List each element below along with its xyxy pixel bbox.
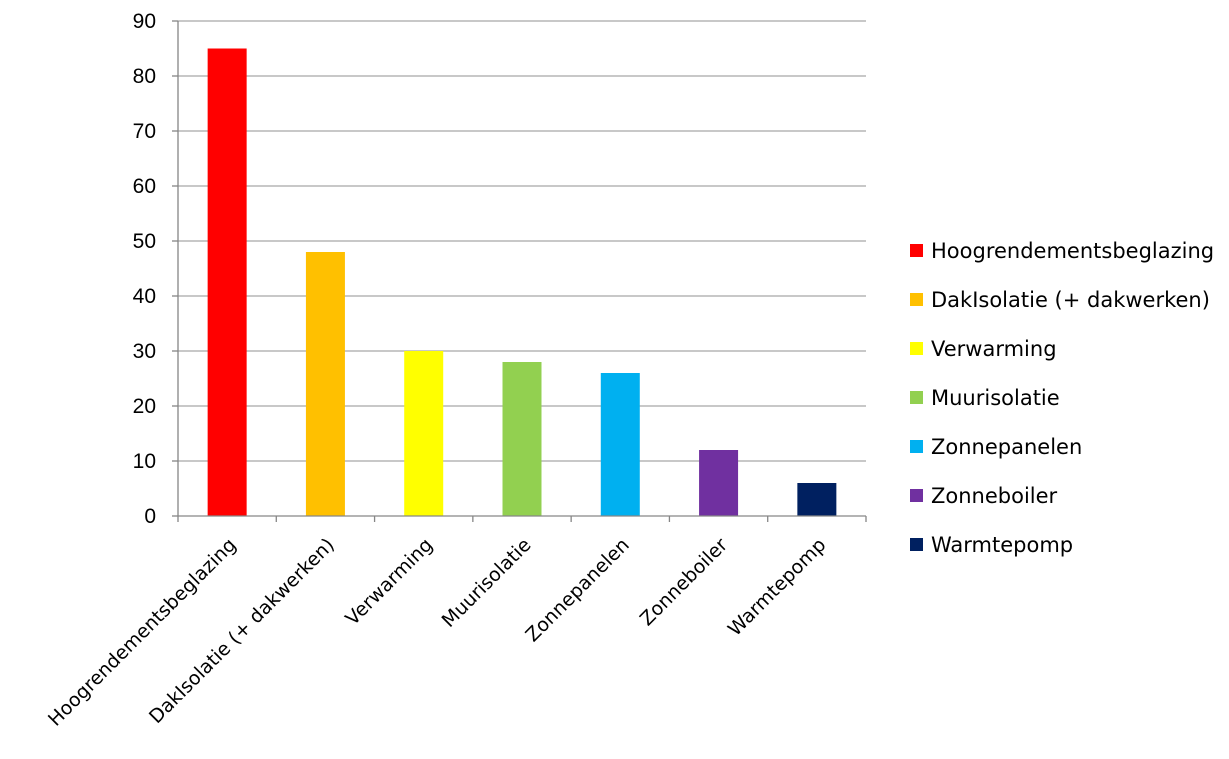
bar-zonneboiler [699, 450, 739, 516]
y-tick-label-30: 30 [133, 340, 156, 363]
legend-label: Zonnepanelen [931, 434, 1083, 459]
legend-swatch [910, 342, 923, 355]
legend-swatch [910, 489, 923, 502]
legend-swatch [910, 244, 923, 257]
x-tick-label-dakisolatie-dakwerken: DakIsolatie (+ dakwerken) [145, 534, 339, 728]
legend-item: Zonnepanelen [910, 422, 1225, 471]
y-tick-label-10: 10 [133, 450, 156, 473]
x-tick-label-verwarming: Verwarming [341, 534, 437, 630]
y-tick-labels: 0 10 20 30 40 50 60 70 80 90 [133, 10, 156, 528]
x-tick-label-hoogrendementsbeglazing: Hoogrendementsbeglazing [44, 534, 241, 731]
y-tick-label-80: 80 [133, 65, 156, 88]
legend-swatch [910, 440, 923, 453]
legend-item: DakIsolatie (+ dakwerken) [910, 275, 1225, 324]
legend-item: Hoogrendementsbeglazing [910, 226, 1225, 275]
axes [172, 20, 867, 522]
legend-label: DakIsolatie (+ dakwerken) [931, 287, 1210, 312]
legend-swatch [910, 293, 923, 306]
bar-muurisolatie [502, 362, 542, 516]
legend-item: Warmtepomp [910, 520, 1225, 569]
legend-label: Warmtepomp [931, 532, 1074, 557]
y-tick-label-50: 50 [133, 230, 156, 253]
legend-label: Hoogrendementsbeglazing [931, 238, 1215, 263]
bar-zonnepanelen [600, 373, 640, 516]
legend-label: Zonneboiler [931, 483, 1058, 508]
x-tick-label-zonneboiler: Zonneboiler [636, 534, 732, 630]
bars [207, 48, 837, 516]
legend: Hoogrendementsbeglazing DakIsolatie (+ da… [910, 226, 1225, 569]
x-tick-label-warmtepomp: Warmtepomp [724, 534, 830, 640]
x-tick-label-zonnepanelen: Zonnepanelen [521, 534, 633, 646]
bar-hoogrendementsbeglazing [207, 48, 247, 516]
legend-item: Verwarming [910, 324, 1225, 373]
x-tick-label-muurisolatie: Muurisolatie [438, 534, 536, 632]
legend-item: Zonneboiler [910, 471, 1225, 520]
gridlines [178, 20, 866, 462]
legend-item: Muurisolatie [910, 373, 1225, 422]
y-tick-label-40: 40 [133, 285, 156, 308]
y-tick-label-20: 20 [133, 395, 156, 418]
y-tick-label-60: 60 [133, 175, 156, 198]
y-tick-label-70: 70 [133, 120, 156, 143]
bar-warmtepomp [797, 483, 837, 516]
legend-label: Muurisolatie [931, 385, 1060, 410]
y-tick-label-90: 90 [133, 10, 156, 33]
legend-swatch [910, 538, 923, 551]
y-tick-label-0: 0 [144, 505, 156, 528]
bar-verwarming [404, 351, 444, 516]
bar-dakisolatie-dakwerken [305, 252, 345, 516]
legend-label: Verwarming [931, 336, 1057, 361]
legend-swatch [910, 391, 923, 404]
